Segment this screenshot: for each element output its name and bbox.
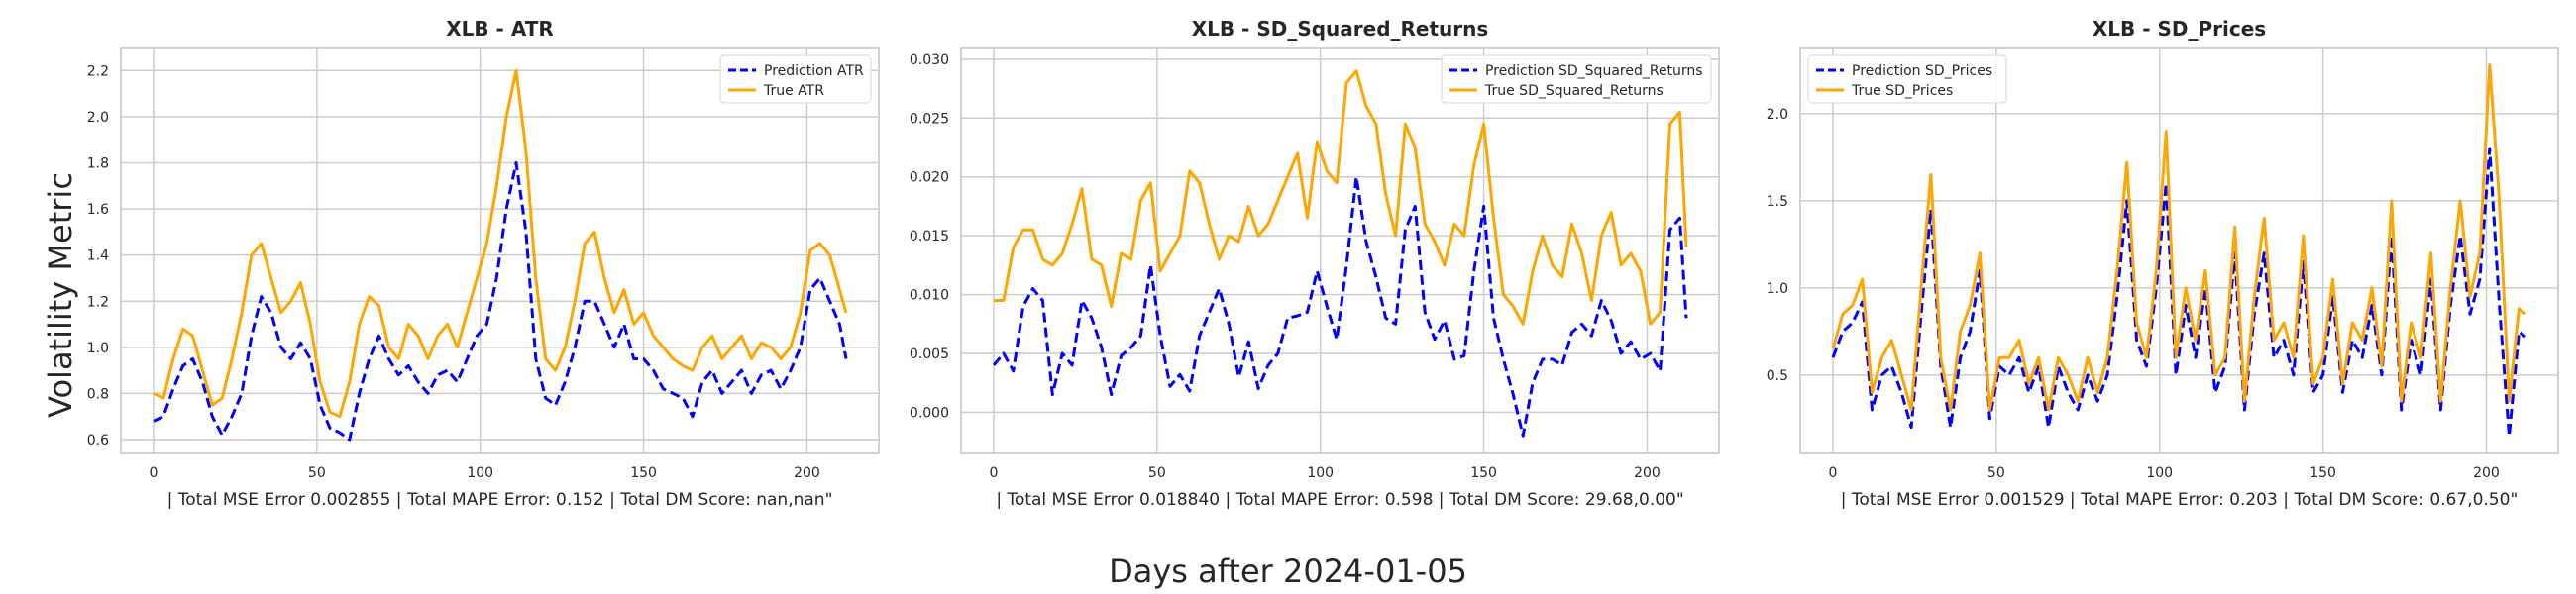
legend-box <box>1807 54 2007 104</box>
x-tick-label: 0 <box>1829 465 1838 481</box>
legend-label: True ATR <box>763 83 824 99</box>
x-tick-label: 200 <box>1634 465 1661 481</box>
y-tick-label: 0.025 <box>910 111 949 127</box>
axes-frame <box>120 47 880 454</box>
chart-1: 0 50 100 150 200 0.6 0.8 1.0 1.2 1.4 1.6 1.8 2.0 2.2 X… <box>87 17 880 510</box>
legend-label: True SD_Prices <box>1851 83 1953 99</box>
y-tick-label: 1.2 <box>87 294 109 310</box>
y-tick-label: 2.0 <box>87 110 109 126</box>
y-tick-label: 0.005 <box>910 346 949 362</box>
legend-box <box>1441 54 1712 104</box>
legend: Prediction SD_Squared_Returns True SD_Squ… <box>1441 54 1712 104</box>
figure-xlabel: Days after 2024-01-05 <box>1109 552 1467 590</box>
legend: Prediction ATR True ATR <box>719 54 872 104</box>
x-tick-label: 150 <box>630 465 657 481</box>
x-tick-label: 50 <box>308 465 326 481</box>
figure-ylabel: Volatility Metric <box>42 172 79 418</box>
series-line-true <box>1831 63 2526 412</box>
chart-title: XLB - ATR <box>446 17 554 41</box>
series-line-prediction <box>992 175 1688 438</box>
axes-frame <box>1799 47 2559 454</box>
y-tick-label: 0.5 <box>1767 368 1788 384</box>
x-tick-label: 200 <box>794 465 820 481</box>
y-tick-label: 0.020 <box>910 170 949 186</box>
chart-xlabel: | Total MSE Error 0.018840 | Total MAPE … <box>996 490 1683 510</box>
x-tick-label: 100 <box>2146 465 2173 481</box>
y-tick-label: 0.030 <box>910 52 949 68</box>
series-line-true <box>994 69 1688 326</box>
chart-title: XLB - SD_Prices <box>2093 17 2266 41</box>
y-tick-label: 1.8 <box>87 155 109 171</box>
x-tick-label: 100 <box>467 465 493 481</box>
y-tick-label: 1.6 <box>87 202 109 218</box>
y-tick-label: 0.8 <box>87 386 109 402</box>
series-line-prediction <box>1831 147 2526 438</box>
legend-label: Prediction ATR <box>764 63 864 79</box>
chart-xlabel: | Total MSE Error 0.002855 | Total MAPE … <box>167 490 833 510</box>
axes-frame <box>960 47 1720 454</box>
y-tick-label: 0.6 <box>87 433 109 448</box>
x-tick-label: 150 <box>1470 465 1497 481</box>
y-tick-label: 1.4 <box>87 248 109 264</box>
chart-xlabel: | Total MSE Error 0.001529 | Total MAPE … <box>1841 490 2519 510</box>
y-tick-label: 1.0 <box>1767 281 1788 297</box>
chart-2: 0 50 100 150 200 0.000 0.005 0.010 0.015 0.020 0.0… <box>910 17 1720 510</box>
x-tick-label: 0 <box>990 465 999 481</box>
y-tick-label: 1.0 <box>87 341 109 356</box>
series-line-true <box>153 68 848 419</box>
x-tick-label: 50 <box>1987 465 2005 481</box>
y-tick-label: 0.015 <box>910 229 949 245</box>
x-tick-label: 150 <box>2309 465 2336 481</box>
x-tick-label: 50 <box>1148 465 1166 481</box>
legend-label: True SD_Squared_Returns <box>1484 83 1664 99</box>
legend-label: Prediction SD_Squared_Returns <box>1485 63 1703 79</box>
chart-title: XLB - SD_Squared_Returns <box>1192 17 1489 41</box>
series-line-prediction <box>153 161 848 442</box>
y-tick-label: 2.2 <box>87 63 109 79</box>
legend: Prediction SD_Prices True SD_Prices <box>1807 54 2007 104</box>
y-tick-label: 1.5 <box>1767 194 1788 210</box>
y-tick-label: 0.000 <box>910 405 949 421</box>
x-tick-label: 0 <box>150 465 159 481</box>
chart-3: 0 50 100 150 200 0.5 1.0 1.5 2.0 XLB - SD_Prices |… <box>1767 17 2559 510</box>
chart-panels: 0 50 100 150 200 0.6 0.8 1.0 1.2 1.4 1.6 1.8 2.0 2.2 X… <box>87 17 2559 510</box>
y-tick-label: 2.0 <box>1767 107 1788 123</box>
legend-box <box>719 54 872 104</box>
y-tick-label: 0.010 <box>910 288 949 304</box>
x-tick-label: 200 <box>2473 465 2500 481</box>
legend-label: Prediction SD_Prices <box>1852 63 1992 79</box>
x-tick-label: 100 <box>1307 465 1334 481</box>
